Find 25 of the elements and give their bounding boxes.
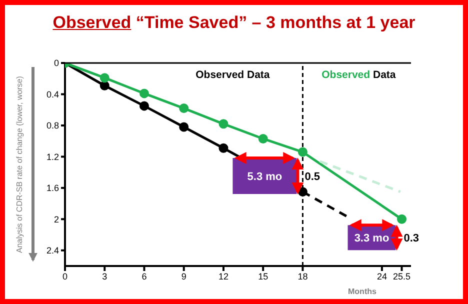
- y-tick-label: 0.8: [46, 120, 59, 131]
- annotation: 3.3 mo: [354, 232, 390, 245]
- y-tick-label: 1.2: [46, 152, 59, 162]
- y-tick-label: 0.4: [46, 89, 59, 100]
- x-tick-label: 3: [102, 271, 108, 282]
- chart-title: Observed “Time Saved” – 3 months at 1 year: [52, 13, 416, 33]
- x-tick-label: 9: [181, 271, 186, 282]
- x-tick-label: 6: [142, 271, 147, 282]
- y-axis-title: Analysis of CDR-SB rate of change (lower, worse): [15, 76, 24, 253]
- annotation: 0.5: [304, 171, 320, 184]
- x-tick-label: 12: [218, 271, 228, 282]
- x-tick-label: 18: [298, 271, 308, 282]
- y-tick-label: 2.4: [46, 246, 59, 256]
- x-tick-label: 15: [258, 271, 268, 282]
- y-tick-label: 1.6: [46, 183, 59, 194]
- x-tick-label: 0: [62, 271, 68, 282]
- annotation: Observed Data: [196, 69, 270, 81]
- annotation: Observed Data: [322, 69, 396, 81]
- x-tick-label: 25.5: [392, 271, 411, 282]
- x-axis-title: Months: [348, 287, 377, 296]
- y-tick-label: 2: [54, 214, 59, 224]
- annotation: 5.3 mo: [247, 171, 282, 184]
- x-tick-label: 24: [376, 271, 387, 282]
- y-tick-label: 0: [54, 58, 59, 68]
- annotation: 0.3: [404, 232, 420, 245]
